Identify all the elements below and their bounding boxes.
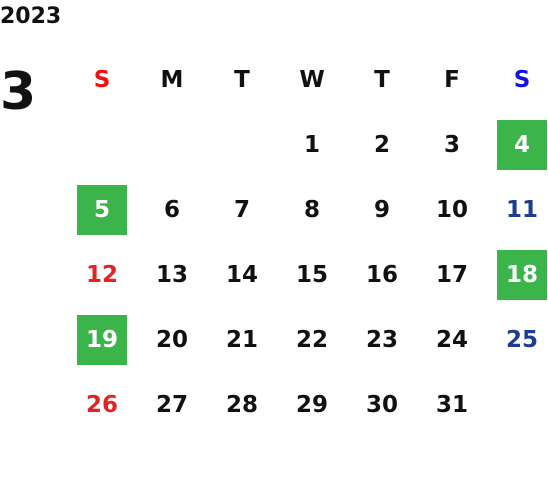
weekday-header: T bbox=[234, 67, 250, 93]
day: 15 bbox=[295, 262, 328, 288]
day: 29 bbox=[295, 392, 328, 418]
day: 12 bbox=[85, 262, 118, 288]
highlighted-day: 19 bbox=[77, 315, 127, 365]
weekday-header: M bbox=[160, 67, 184, 93]
day: 30 bbox=[365, 392, 398, 418]
day: 2 bbox=[373, 132, 390, 158]
day: 20 bbox=[155, 327, 188, 353]
day: 25 bbox=[505, 327, 538, 353]
day: 10 bbox=[435, 197, 468, 223]
weekday-header: T bbox=[374, 67, 390, 93]
day: 1 bbox=[303, 132, 320, 158]
day: 3 bbox=[443, 132, 460, 158]
day: 16 bbox=[365, 262, 398, 288]
day: 22 bbox=[295, 327, 328, 353]
day: 28 bbox=[225, 392, 258, 418]
day: 9 bbox=[373, 197, 390, 223]
day: 13 bbox=[155, 262, 188, 288]
day: 17 bbox=[435, 262, 468, 288]
month: 3 bbox=[0, 62, 37, 122]
highlighted-day: 18 bbox=[497, 250, 547, 300]
day: 11 bbox=[505, 197, 538, 223]
day: 6 bbox=[163, 197, 180, 223]
weekday-header: S bbox=[513, 67, 531, 93]
weekday-header: W bbox=[299, 67, 325, 93]
day: 14 bbox=[225, 262, 258, 288]
day: 24 bbox=[435, 327, 468, 353]
day: 7 bbox=[233, 197, 250, 223]
weekday-header: S bbox=[93, 67, 111, 93]
day: 21 bbox=[225, 327, 258, 353]
day: 31 bbox=[435, 392, 468, 418]
day: 26 bbox=[85, 392, 118, 418]
weekday-header: F bbox=[444, 67, 460, 93]
highlighted-day: 5 bbox=[77, 185, 127, 235]
day: 27 bbox=[155, 392, 188, 418]
day: 8 bbox=[303, 197, 320, 223]
highlighted-day: 4 bbox=[497, 120, 547, 170]
year: 2023 bbox=[0, 4, 62, 29]
day: 23 bbox=[365, 327, 398, 353]
